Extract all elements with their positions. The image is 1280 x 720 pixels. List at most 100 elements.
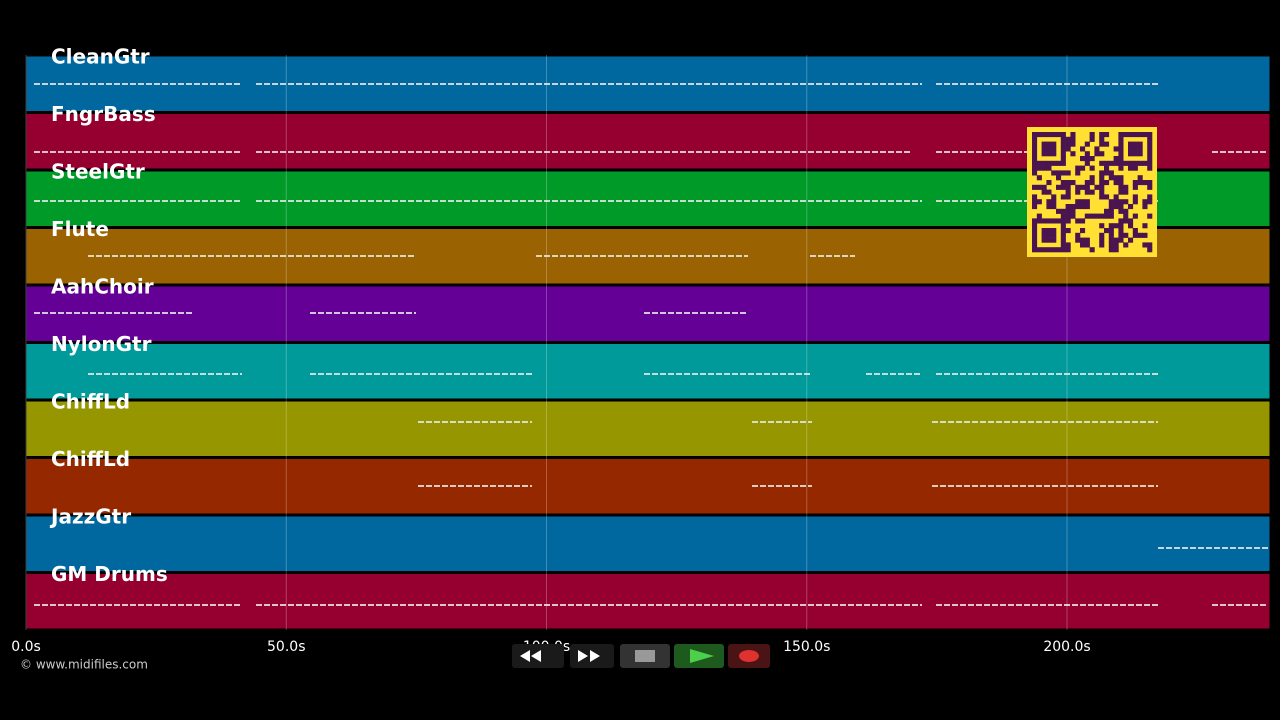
tick-label: 200.0s <box>1043 639 1090 655</box>
qr-module <box>1113 156 1119 162</box>
qr-module <box>1118 160 1124 166</box>
qr-module <box>1084 189 1090 195</box>
qr-module <box>1084 213 1090 219</box>
qr-module <box>1046 218 1052 224</box>
qr-module <box>1060 170 1066 176</box>
qr-module <box>1046 151 1052 157</box>
qr-module <box>1108 175 1114 181</box>
qr-module <box>1065 242 1071 248</box>
qr-module <box>1070 213 1076 219</box>
qr-module <box>1132 180 1138 186</box>
qr-module <box>1113 204 1119 210</box>
copyright: © www.midifiles.com <box>20 658 148 672</box>
qr-module <box>1032 194 1038 200</box>
qr-module <box>1065 194 1071 200</box>
qr-module <box>1046 228 1052 234</box>
qr-module <box>1118 132 1124 138</box>
qr-code <box>1027 127 1157 257</box>
qr-module <box>1132 213 1138 219</box>
qr-module <box>1147 247 1153 253</box>
qr-module <box>1128 218 1134 224</box>
qr-module <box>1108 237 1114 243</box>
qr-module <box>1113 199 1119 205</box>
qr-module <box>1084 156 1090 162</box>
qr-module <box>1118 189 1124 195</box>
qr-module <box>1147 194 1153 200</box>
qr-module <box>1108 213 1114 219</box>
qr-module <box>1104 160 1110 166</box>
track-lane <box>25 343 1271 400</box>
qr-module <box>1113 180 1119 186</box>
qr-module <box>1080 146 1086 152</box>
qr-module <box>1123 213 1129 219</box>
qr-module <box>1128 204 1134 210</box>
qr-module <box>1099 223 1105 229</box>
qr-module <box>1113 247 1119 253</box>
qr-module <box>1137 160 1143 166</box>
qr-module <box>1128 223 1134 229</box>
qr-module <box>1065 247 1071 253</box>
qr-module <box>1108 247 1114 253</box>
qr-module <box>1118 141 1124 147</box>
qr-module <box>1113 242 1119 248</box>
qr-module <box>1123 218 1129 224</box>
qr-module <box>1132 184 1138 190</box>
qr-module <box>1056 208 1062 214</box>
qr-module <box>1065 228 1071 234</box>
qr-module <box>1036 199 1042 205</box>
qr-module <box>1137 175 1143 181</box>
qr-module <box>1075 165 1081 171</box>
qr-module <box>1118 136 1124 142</box>
qr-module <box>1080 237 1086 243</box>
qr-module <box>1051 247 1057 253</box>
qr-module <box>1065 213 1071 219</box>
qr-module <box>1118 232 1124 238</box>
qr-module <box>1128 146 1134 152</box>
qr-module <box>1084 242 1090 248</box>
track-name: NylonGtr <box>51 332 152 356</box>
qr-module <box>1036 132 1042 138</box>
qr-module <box>1147 180 1153 186</box>
qr-module <box>1046 232 1052 238</box>
qr-module <box>1147 160 1153 166</box>
qr-module <box>1065 180 1071 186</box>
qr-module <box>1147 165 1153 171</box>
qr-module <box>1132 151 1138 157</box>
qr-module <box>1099 237 1105 243</box>
qr-module <box>1051 151 1057 157</box>
qr-module <box>1084 141 1090 147</box>
track-name: ChiffLd <box>51 390 130 414</box>
forward-icon <box>578 650 600 662</box>
qr-module <box>1108 160 1114 166</box>
qr-module <box>1137 146 1143 152</box>
qr-module <box>1070 180 1076 186</box>
qr-module <box>1094 151 1100 157</box>
qr-module <box>1099 151 1105 157</box>
track-name: JazzGtr <box>49 505 131 529</box>
qr-module <box>1060 160 1066 166</box>
track-name: FngrBass <box>51 102 156 126</box>
qr-module <box>1137 132 1143 138</box>
qr-module <box>1041 141 1047 147</box>
qr-module <box>1128 237 1134 243</box>
qr-module <box>1032 204 1038 210</box>
qr-module <box>1118 228 1124 234</box>
qr-module <box>1118 165 1124 171</box>
qr-module <box>1036 184 1042 190</box>
qr-module <box>1065 170 1071 176</box>
qr-module <box>1118 223 1124 229</box>
qr-module <box>1089 165 1095 171</box>
qr-module <box>1051 170 1057 176</box>
transport-controls <box>512 644 770 668</box>
qr-module <box>1051 228 1057 234</box>
qr-module <box>1118 184 1124 190</box>
play-icon <box>690 649 714 663</box>
qr-module <box>1118 199 1124 205</box>
qr-module <box>1118 156 1124 162</box>
qr-module <box>1051 146 1057 152</box>
qr-module <box>1104 180 1110 186</box>
qr-module <box>1046 160 1052 166</box>
qr-module <box>1094 213 1100 219</box>
qr-module <box>1132 194 1138 200</box>
qr-module <box>1075 199 1081 205</box>
